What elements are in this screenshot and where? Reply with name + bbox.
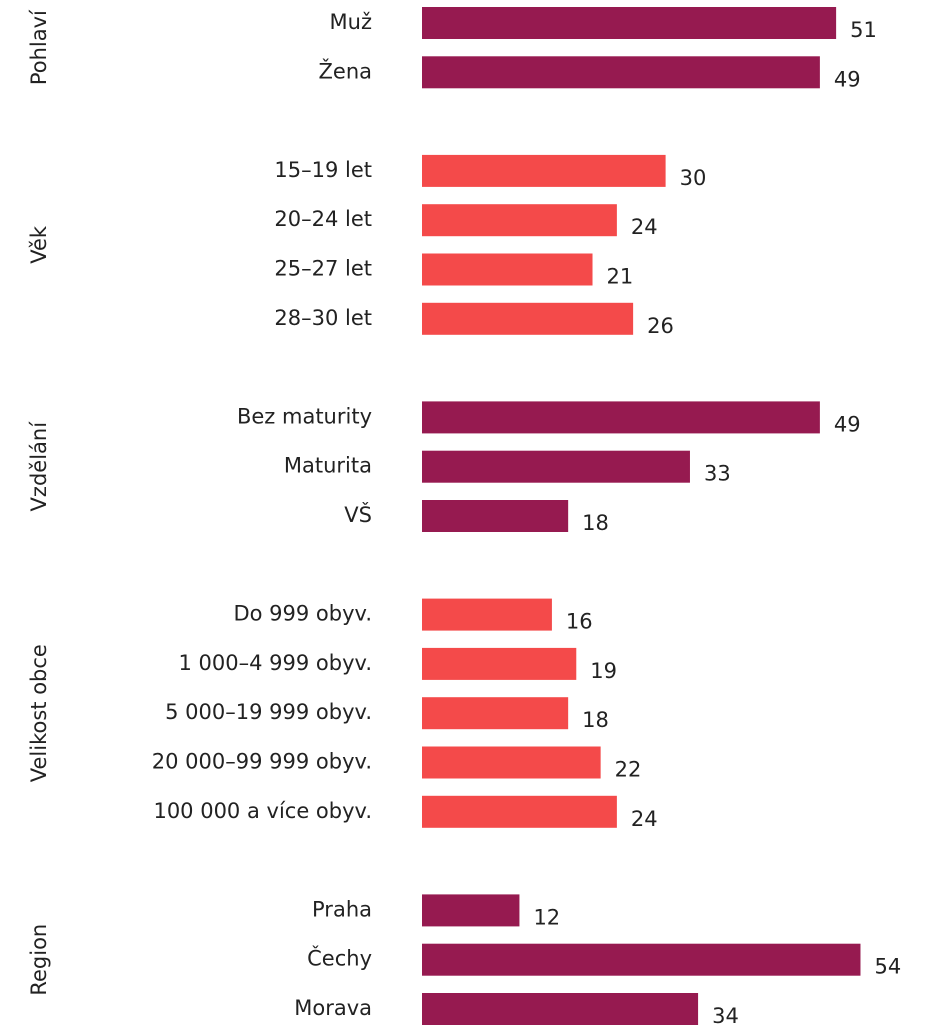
category-label: Do 999 obyv. xyxy=(233,602,372,626)
value-label: 12 xyxy=(533,905,560,929)
category-label: Morava xyxy=(294,996,372,1020)
bar xyxy=(422,795,617,828)
value-label: 26 xyxy=(647,314,674,338)
bar xyxy=(422,7,837,39)
value-label: 49 xyxy=(834,67,861,91)
category-label: Maturita xyxy=(284,454,372,478)
group-label: Vzdělání xyxy=(27,421,51,512)
bar xyxy=(422,894,520,927)
bar xyxy=(422,302,634,335)
bar xyxy=(422,204,617,237)
category-label: VŠ xyxy=(344,502,372,527)
bar xyxy=(422,56,820,89)
bar xyxy=(422,401,820,434)
category-label: Žena xyxy=(319,58,372,83)
value-label: 54 xyxy=(874,955,901,979)
category-label: 1 000–4 999 obyv. xyxy=(179,651,373,675)
bar xyxy=(422,253,593,286)
bar xyxy=(422,500,569,532)
value-label: 21 xyxy=(607,265,634,289)
value-label: 33 xyxy=(704,462,731,486)
group-label: Pohlaví xyxy=(27,9,51,85)
category-label: Muž xyxy=(330,10,372,34)
value-label: 49 xyxy=(834,412,861,436)
category-label: Bez maturity xyxy=(237,404,372,428)
value-label: 19 xyxy=(590,659,617,683)
value-label: 18 xyxy=(582,708,609,732)
value-label: 24 xyxy=(631,807,658,831)
category-label: Čechy xyxy=(307,946,372,971)
value-label: 22 xyxy=(615,758,642,782)
value-label: 16 xyxy=(566,610,593,634)
bar xyxy=(422,993,699,1025)
group-label: Velikost obce xyxy=(27,644,51,782)
category-label: 28–30 let xyxy=(274,306,372,330)
value-label: 18 xyxy=(582,511,609,535)
bar xyxy=(422,943,861,976)
category-label: 20 000–99 999 obyv. xyxy=(152,750,372,774)
category-label: 100 000 a více obyv. xyxy=(153,799,372,823)
bar xyxy=(422,697,569,730)
value-label: 51 xyxy=(850,18,877,42)
category-label: 20–24 let xyxy=(274,207,372,231)
bar xyxy=(422,647,577,680)
bar xyxy=(422,450,690,483)
bar xyxy=(422,598,552,631)
category-label: Praha xyxy=(312,897,372,921)
category-label: 15–19 let xyxy=(274,158,372,182)
group-label: Region xyxy=(27,924,51,996)
value-label: 24 xyxy=(631,215,658,239)
value-label: 30 xyxy=(680,166,707,190)
category-label: 5 000–19 999 obyv. xyxy=(165,700,372,724)
value-label: 34 xyxy=(712,1004,739,1025)
group-label: Věk xyxy=(27,225,51,264)
bar xyxy=(422,154,666,187)
category-label: 25–27 let xyxy=(274,257,372,281)
bar xyxy=(422,746,601,779)
